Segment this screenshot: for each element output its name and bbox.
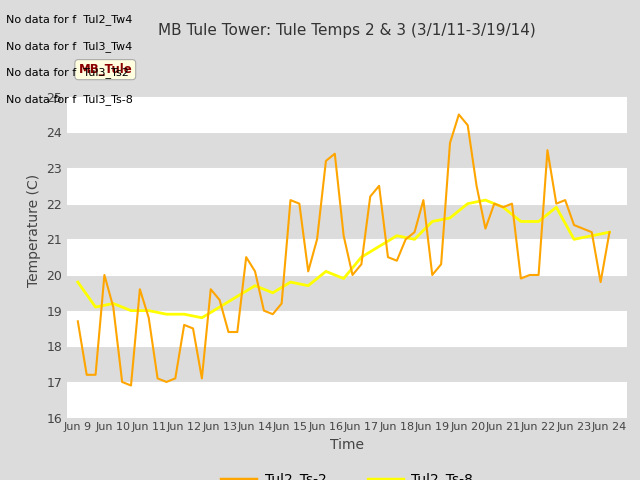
Bar — [67, 168, 627, 204]
Bar — [67, 240, 627, 275]
Bar — [67, 311, 627, 346]
Text: No data for f  Tul3_Ts-8: No data for f Tul3_Ts-8 — [6, 94, 133, 105]
Text: No data for f  Tul3_Tw4: No data for f Tul3_Tw4 — [6, 41, 132, 52]
Text: No data for f  Tul2_Tw4: No data for f Tul2_Tw4 — [6, 14, 132, 25]
Bar — [67, 382, 627, 418]
Text: No data for f  Tul3_Ts2: No data for f Tul3_Ts2 — [6, 67, 129, 78]
Bar — [67, 96, 627, 132]
Bar — [67, 275, 627, 311]
Bar — [67, 204, 627, 240]
Bar — [67, 132, 627, 168]
X-axis label: Time: Time — [330, 438, 364, 452]
Legend: Tul2_Ts-2, Tul2_Ts-8: Tul2_Ts-2, Tul2_Ts-8 — [216, 468, 479, 480]
Y-axis label: Temperature (C): Temperature (C) — [27, 174, 41, 287]
Bar — [67, 346, 627, 382]
Text: MB_Tule: MB_Tule — [79, 63, 132, 76]
Title: MB Tule Tower: Tule Temps 2 & 3 (3/1/11-3/19/14): MB Tule Tower: Tule Temps 2 & 3 (3/1/11-… — [158, 23, 536, 38]
